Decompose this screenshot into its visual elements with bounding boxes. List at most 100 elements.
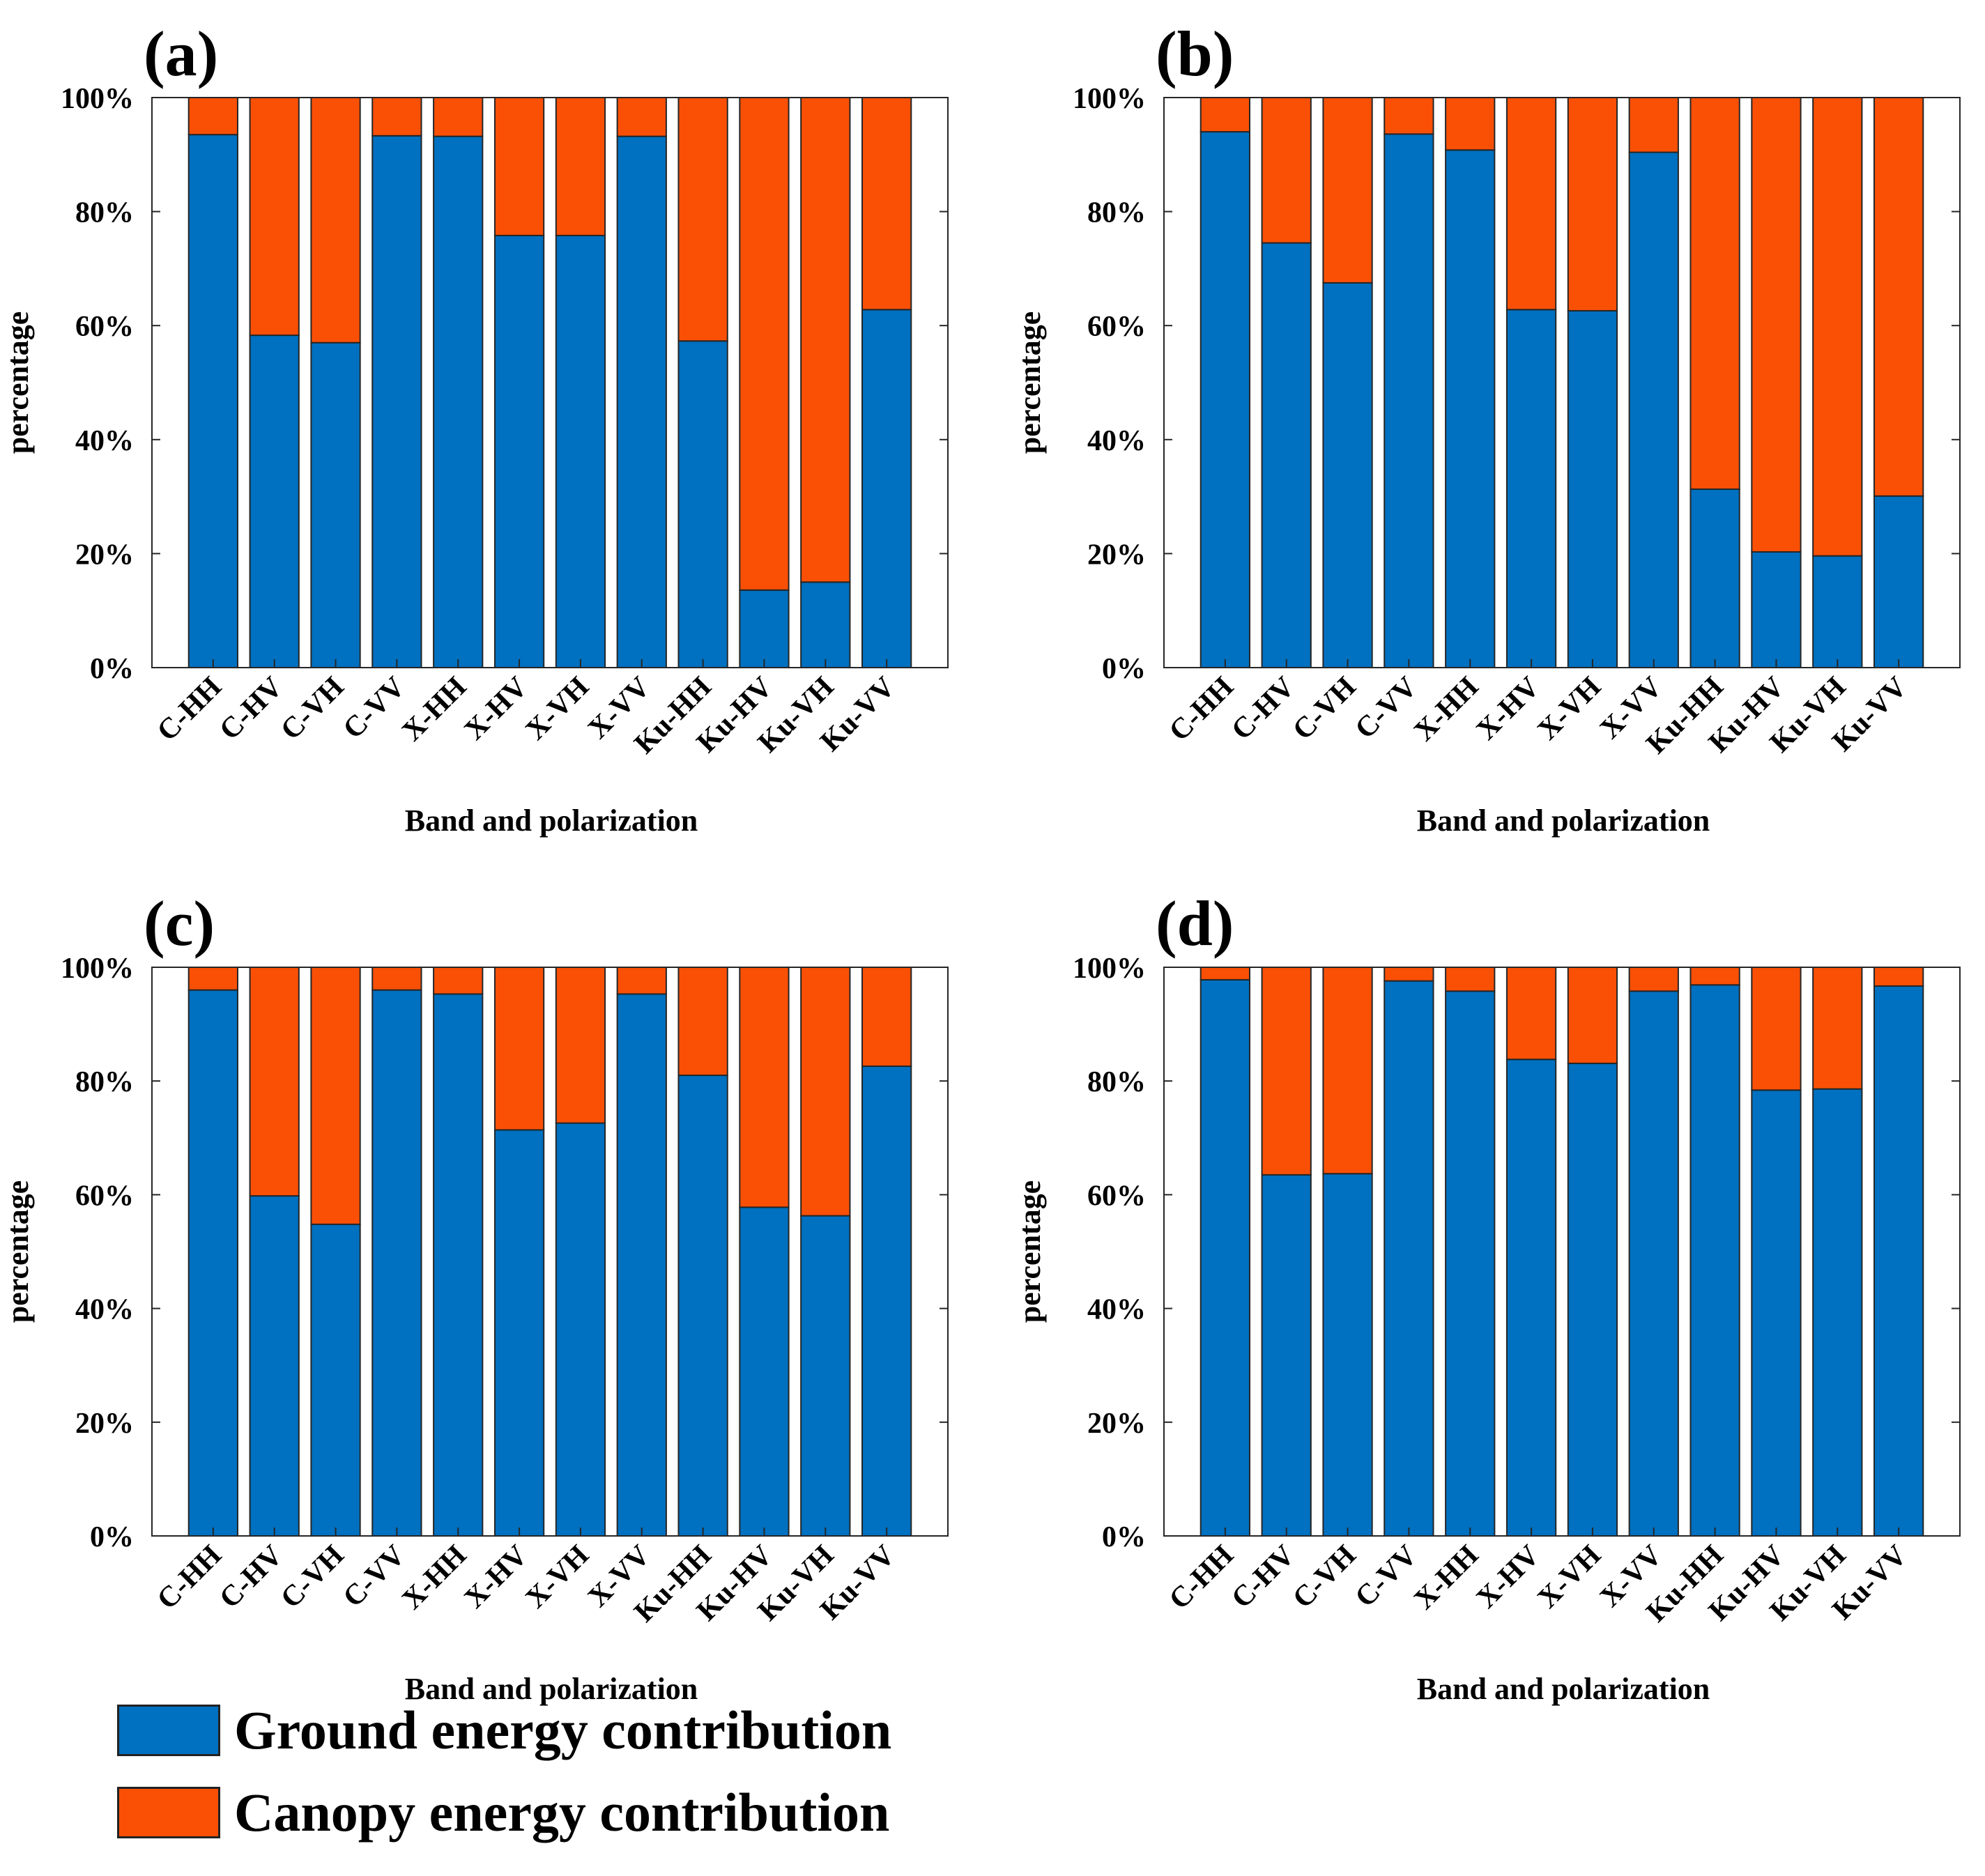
bar-ground-ku-vv — [861, 309, 912, 668]
x-tick-label: C-HV — [213, 1539, 289, 1615]
legend-label-canopy: Canopy energy contribution — [234, 1782, 890, 1843]
bar-ground-c-hh — [1200, 978, 1250, 1537]
panel-label: (d) — [1156, 888, 1234, 959]
y-tick-label: 0% — [1102, 1521, 1146, 1553]
panel-d: (d)0%20%40%60%80%100%percentageC-HHC-HVC… — [1013, 888, 1961, 1706]
bar-ground-c-hh — [187, 989, 238, 1537]
bar-ground-x-hh — [433, 135, 484, 668]
bar-ground-ku-vh — [800, 581, 851, 668]
x-tick-label: X-HH — [396, 1539, 473, 1616]
bar-ground-c-hv — [1261, 1174, 1312, 1537]
bar-canopy-c-hv — [1261, 967, 1312, 1176]
bar-canopy-c-hh — [1200, 97, 1250, 133]
bar-canopy-ku-hh — [1689, 967, 1740, 986]
bar-canopy-x-hv — [493, 967, 545, 1131]
y-tick-label: 20% — [75, 1408, 134, 1440]
bar-ground-ku-hh — [677, 1075, 728, 1537]
plot-frame — [1163, 97, 1961, 668]
y-tick-label: 100% — [61, 83, 134, 115]
y-tick-label: 100% — [1073, 83, 1146, 115]
x-tick-label: C-HH — [1163, 671, 1240, 748]
panel-label: (a) — [144, 18, 218, 89]
x-tick-label: C-HH — [151, 671, 228, 748]
bar-canopy-c-hh — [187, 967, 238, 991]
x-tick-label: X-HV — [1471, 1539, 1546, 1615]
panel-c: (c)0%20%40%60%80%100%percentageC-HHC-HVC… — [1, 888, 949, 1706]
bar-ground-c-vv — [1384, 133, 1434, 669]
y-tick-label: 20% — [75, 539, 134, 571]
bar-ground-ku-hv — [739, 589, 790, 669]
legend: Ground energy contribution Canopy energy… — [117, 1689, 1023, 1863]
bar-canopy-x-hv — [1505, 97, 1557, 311]
x-tick-label: X-HH — [396, 671, 473, 748]
bar-canopy-x-vh — [1567, 97, 1618, 312]
bar-canopy-x-vv — [1628, 97, 1679, 153]
bar-ground-ku-hh — [1689, 488, 1740, 668]
bar-ground-c-vv — [1384, 980, 1434, 1537]
bar-canopy-ku-hv — [739, 97, 790, 591]
y-tick-label: 80% — [1087, 1066, 1146, 1098]
bar-canopy-c-vv — [1384, 97, 1434, 135]
bar-ground-ku-vv — [1873, 495, 1924, 668]
panel-label: (c) — [144, 888, 215, 959]
x-axis-title: Band and polarization — [1417, 804, 1710, 838]
legend-swatch-canopy — [117, 1787, 220, 1838]
bar-canopy-ku-hv — [1751, 967, 1802, 1091]
bar-ground-x-vh — [555, 1122, 606, 1537]
bar-ground-c-vh — [310, 341, 361, 668]
bar-ground-x-hv — [493, 234, 545, 668]
x-tick-label: C-VH — [275, 671, 350, 746]
plot-frame — [151, 97, 949, 668]
bar-canopy-x-hv — [1505, 967, 1557, 1061]
legend-swatch-ground — [117, 1705, 220, 1756]
bar-canopy-x-vh — [1567, 967, 1618, 1064]
x-tick-label: C-HV — [1225, 671, 1301, 746]
panel-label: (b) — [1156, 18, 1234, 89]
bar-ground-x-vv — [616, 993, 667, 1537]
x-tick-label: X-VH — [1532, 671, 1607, 746]
bar-canopy-x-hh — [1445, 97, 1496, 151]
bar-canopy-ku-vv — [861, 97, 912, 311]
bar-canopy-x-vv — [1628, 967, 1679, 992]
bar-ground-c-vh — [310, 1223, 361, 1537]
x-tick-label: C-VV — [337, 671, 412, 746]
bar-ground-c-vv — [371, 989, 422, 1537]
bar-canopy-c-vh — [1322, 967, 1373, 1175]
x-tick-label: C-HH — [151, 1539, 228, 1616]
bar-canopy-ku-hv — [739, 967, 790, 1208]
bar-ground-x-hh — [1445, 990, 1496, 1537]
bar-ground-c-hv — [249, 335, 300, 668]
bar-ground-x-hv — [493, 1129, 545, 1537]
bar-ground-ku-vh — [1812, 1088, 1863, 1537]
y-tick-label: 60% — [75, 311, 134, 343]
x-tick-label: C-VH — [275, 1539, 350, 1615]
bar-ground-c-vh — [1322, 282, 1373, 669]
x-tick-label: C-HV — [213, 671, 289, 746]
bar-ground-c-vv — [371, 134, 422, 668]
x-tick-label: C-VV — [1349, 671, 1424, 746]
bar-ground-ku-hv — [739, 1206, 790, 1537]
x-tick-label: X-VH — [520, 671, 595, 746]
y-tick-label: 60% — [1087, 311, 1146, 343]
y-tick-label: 40% — [75, 1294, 134, 1326]
bar-canopy-x-vv — [616, 967, 667, 995]
y-tick-label: 80% — [75, 1066, 134, 1098]
x-tick-label: C-VH — [1287, 1539, 1362, 1615]
bar-canopy-ku-vh — [800, 97, 851, 583]
y-tick-label: 80% — [1087, 197, 1146, 229]
y-axis-title: percentage — [1013, 1181, 1047, 1323]
bar-canopy-x-vv — [616, 97, 667, 137]
bar-canopy-c-vh — [310, 97, 361, 344]
y-axis-title: percentage — [1013, 312, 1047, 454]
bar-canopy-ku-hh — [1689, 97, 1740, 490]
x-tick-label: C-HH — [1163, 1539, 1240, 1616]
x-tick-label: X-VH — [1532, 1539, 1607, 1615]
bar-canopy-ku-vh — [1812, 967, 1863, 1090]
bar-ground-x-hv — [1505, 309, 1557, 668]
bar-canopy-ku-vv — [1873, 97, 1924, 497]
bar-ground-x-vh — [555, 234, 606, 668]
x-axis-title: Band and polarization — [405, 1672, 698, 1706]
y-tick-label: 40% — [1087, 425, 1146, 457]
x-axis-title: Band and polarization — [405, 804, 698, 838]
bar-canopy-c-hv — [1261, 97, 1312, 244]
